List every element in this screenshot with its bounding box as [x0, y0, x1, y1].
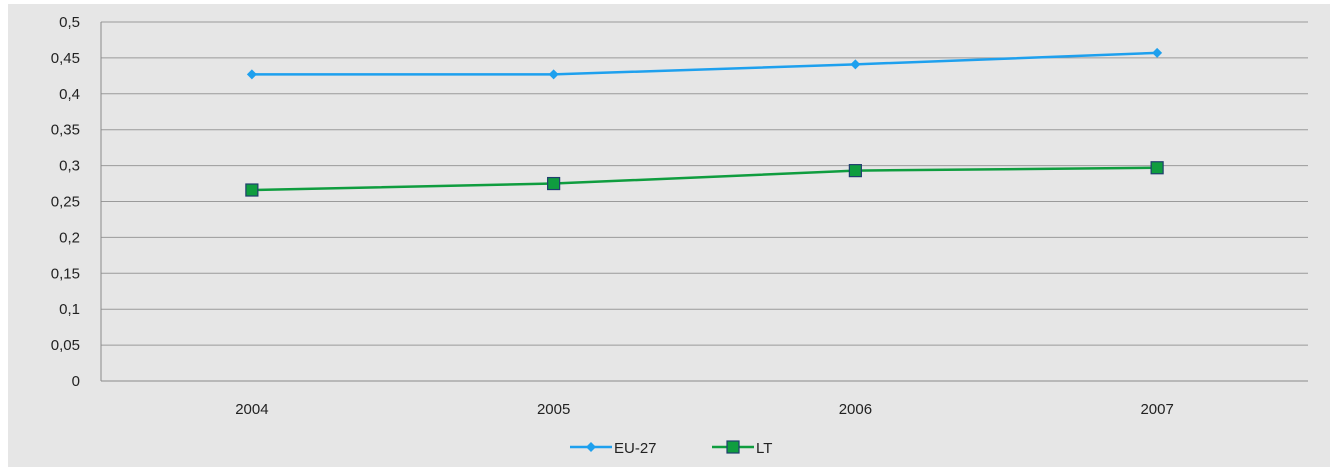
legend-label: LT	[756, 440, 772, 457]
y-tick-label: 0	[72, 373, 80, 390]
y-tick-label: 0,35	[51, 122, 80, 139]
y-tick-label: 0,5	[59, 14, 80, 31]
x-tick-label: 2007	[1140, 401, 1173, 418]
y-tick-label: 0,45	[51, 50, 80, 67]
data-point	[850, 59, 861, 70]
x-tick-label: 2004	[235, 401, 268, 418]
data-point	[547, 176, 561, 191]
series-line-lt	[251, 166, 1158, 192]
series-line-eu-27	[251, 51, 1158, 76]
data-point	[548, 69, 559, 80]
gridlines	[100, 21, 1308, 382]
legend-marker	[726, 440, 740, 454]
y-tick-label: 0,2	[59, 229, 80, 246]
legend-item: EU-27	[570, 440, 657, 457]
y-tick-label: 0,3	[59, 158, 80, 175]
data-point	[245, 183, 259, 197]
y-tick-label: 0,1	[59, 301, 80, 318]
x-tick-label: 2006	[839, 401, 872, 418]
legend: EU-27 LT	[570, 440, 772, 457]
y-tick-label: 0,25	[51, 194, 80, 211]
y-tick-label: 0,05	[51, 337, 80, 354]
legend-label: EU-27	[614, 440, 657, 457]
y-tick-label: 0,4	[59, 86, 80, 103]
x-axis-tick-labels: 2004 2005 2006 2007	[235, 401, 1174, 418]
legend-marker	[586, 442, 596, 452]
data-point	[246, 69, 257, 80]
data-point	[1152, 47, 1163, 58]
series-markers	[245, 47, 1164, 197]
y-axis-tick-labels: 0 0,05 0,1 0,15 0,2 0,25 0,3 0,35 0,4 0,45 0,5	[51, 14, 80, 390]
legend-item: LT	[712, 440, 772, 457]
x-tick-label: 2005	[537, 401, 570, 418]
y-tick-label: 0,15	[51, 265, 80, 282]
chart-background	[8, 4, 1330, 467]
data-point	[848, 164, 862, 178]
series-lines	[251, 51, 1158, 192]
data-point	[1150, 161, 1164, 175]
